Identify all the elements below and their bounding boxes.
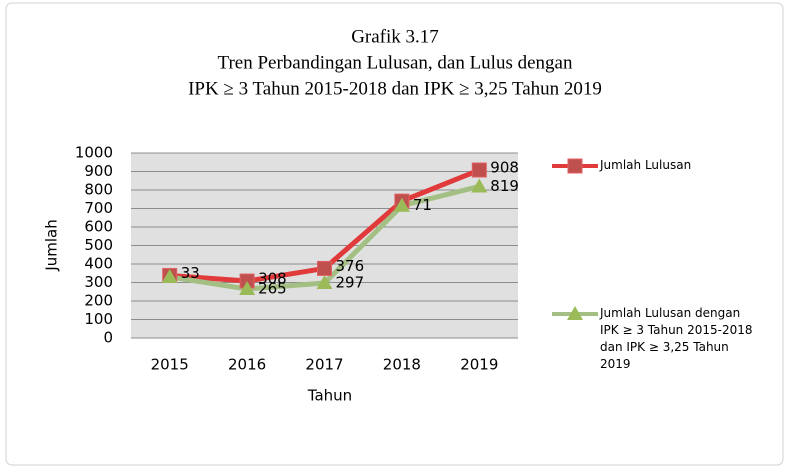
y-tick-label: 300 <box>84 273 113 291</box>
marker <box>239 280 256 295</box>
marker <box>393 197 410 212</box>
chart-title: Grafik 3.17 <box>351 26 439 47</box>
legend-label: Jumlah Lulusan <box>600 158 692 172</box>
data-label: 33 <box>181 264 200 282</box>
data-label: 908 <box>490 159 519 177</box>
chart-title: Tren Perbandingan Lulusan, dan Lulus den… <box>218 52 573 73</box>
x-tick-label: 2016 <box>228 356 266 374</box>
data-label: 376 <box>336 257 365 275</box>
marker <box>471 162 487 178</box>
marker <box>316 275 333 290</box>
data-label: 308 <box>258 270 287 288</box>
y-tick-label: 0 <box>103 329 113 347</box>
marker <box>567 158 583 174</box>
marker <box>317 260 332 276</box>
x-tick-label: 2015 <box>151 356 189 374</box>
y-tick-label: 500 <box>84 236 113 254</box>
y-tick-label: 900 <box>84 162 113 180</box>
chart-title: IPK ≥ 3 Tahun 2015-2018 dan IPK ≥ 3,25 T… <box>188 78 602 99</box>
x-axis-label: Tahun <box>307 387 352 405</box>
legend-label: Jumlah Lulusan dengan IPK ≥ 3 Tahun 2015… <box>600 306 753 371</box>
data-label: 265 <box>258 279 287 297</box>
data-label: 71 <box>413 196 432 214</box>
marker <box>471 178 488 193</box>
y-tick-label: 700 <box>84 199 113 217</box>
y-axis-label: Jumlah <box>43 219 61 271</box>
data-label: 297 <box>336 274 365 292</box>
data-label: 819 <box>490 177 519 195</box>
marker <box>161 268 178 283</box>
y-tick-label: 800 <box>84 181 113 199</box>
y-tick-label: 1000 <box>75 144 113 162</box>
y-tick-label: 400 <box>84 255 113 273</box>
x-tick-label: 2017 <box>305 356 343 374</box>
y-tick-label: 200 <box>84 292 113 310</box>
x-tick-label: 2019 <box>460 356 498 374</box>
y-tick-label: 600 <box>84 218 113 236</box>
marker <box>567 306 583 320</box>
x-tick-label: 2018 <box>383 356 421 374</box>
y-tick-label: 100 <box>84 310 113 328</box>
